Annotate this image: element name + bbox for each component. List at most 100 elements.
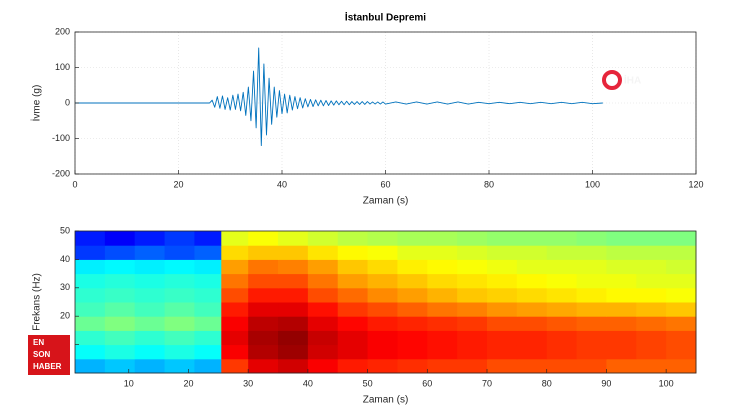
x-tick-label: 80: [484, 179, 494, 189]
agency-logo: İHA: [602, 70, 641, 90]
spectrogram-cell: [457, 358, 488, 374]
spectrogram-cell: [367, 287, 398, 303]
spectrogram-cell: [104, 344, 136, 360]
spectrogram-cell: [248, 287, 279, 303]
spectrogram-cell: [636, 287, 667, 303]
spectrogram-cell: [666, 316, 697, 331]
spectrogram-cell: [104, 273, 136, 289]
spectrogram-cell: [427, 344, 458, 360]
spectrogram-cell: [104, 358, 136, 374]
spectrogram-cell: [307, 358, 339, 374]
spectrogram-cell: [457, 245, 488, 260]
spectrogram-cell: [134, 358, 166, 374]
spectrogram-cell: [248, 231, 279, 246]
spectrogram-cell: [221, 273, 249, 289]
spectrogram-cell: [457, 273, 488, 289]
axes-frame: [74, 31, 697, 175]
spectrogram-cell: [194, 245, 222, 260]
spectrogram-cell: [337, 302, 369, 317]
spectrogram-cell: [164, 330, 195, 346]
spectrogram-cell: [278, 287, 309, 303]
spectrogram-cell: [546, 231, 578, 246]
spectrogram-cell: [194, 231, 222, 246]
spectrogram-cell: [337, 344, 369, 360]
spectrogram-cell: [427, 259, 458, 275]
y-axis-label: İvme (g): [30, 85, 43, 122]
spectrogram-cell: [221, 344, 249, 360]
spectrogram-cell: [307, 231, 339, 246]
charts: İstanbul Depremi 0 20 40 60 80 100 120 -200 -100 0…: [30, 11, 704, 406]
spectrogram-cell: [307, 316, 339, 331]
y-tick-label: 200: [55, 26, 70, 36]
x-tick-label: 120: [688, 179, 703, 189]
spectrogram-cell: [134, 344, 166, 360]
spectrogram-cell: [278, 330, 309, 346]
spectrogram-cell: [397, 302, 428, 317]
x-tick-label: 80: [542, 378, 552, 388]
spectrogram-cell: [164, 273, 195, 289]
spectrogram-cell: [248, 316, 279, 331]
spectrogram-cell: [487, 358, 518, 374]
spectrogram-cell: [666, 344, 697, 360]
spectrogram-cell: [134, 316, 166, 331]
spectrogram-cell: [516, 358, 548, 374]
x-tick-label: 10: [124, 378, 134, 388]
spectrogram-cell: [221, 358, 249, 374]
spectrogram-cell: [576, 259, 607, 275]
x-tick-label: 70: [482, 378, 492, 388]
spectrogram-cell: [516, 344, 548, 360]
spectrogram-cell: [427, 273, 458, 289]
spectrogram-cell: [221, 245, 249, 260]
spectrogram-cell: [576, 231, 607, 246]
spectrogram-cell: [636, 302, 667, 317]
spectrogram-cell: [307, 259, 339, 275]
spectrogram-cell: [248, 259, 279, 275]
spectrogram-cell: [606, 302, 637, 317]
spectrogram-cell: [516, 259, 548, 275]
spectrogram-cell: [194, 358, 222, 374]
spectrogram-cell: [164, 316, 195, 331]
badge-box: [28, 335, 70, 375]
badge-line: SON: [33, 350, 51, 359]
spectrogram-cell: [487, 273, 518, 289]
y-tick-label: 0: [65, 97, 70, 107]
spectrogram-cell: [248, 358, 279, 374]
spectrogram-cell: [546, 330, 578, 346]
spectrogram-cell: [221, 259, 249, 275]
spectrogram-cell: [104, 302, 136, 317]
spectrogram-cell: [516, 287, 548, 303]
spectrogram-cell: [516, 231, 548, 246]
spectrogram-cell: [606, 344, 637, 360]
spectrogram-cell: [307, 302, 339, 317]
spectrogram-cell: [546, 302, 578, 317]
spectrogram-cell: [397, 344, 428, 360]
spectrogram-cell: [487, 302, 518, 317]
spectrogram-cell: [278, 245, 309, 260]
spectrogram-cell: [75, 245, 106, 260]
badge-line: HABER: [33, 362, 62, 371]
spectrogram-cell: [164, 287, 195, 303]
spectrogram-cell: [194, 330, 222, 346]
x-tick-label: 40: [303, 378, 313, 388]
spectrogram-cell: [278, 358, 309, 374]
spectrogram-cell: [164, 245, 195, 260]
spectrogram-cell: [104, 287, 136, 303]
spectrogram-cell: [134, 259, 166, 275]
spectrogram-cell: [75, 316, 106, 331]
spectrogram-cell: [337, 358, 369, 374]
spectrogram-cell: [75, 273, 106, 289]
x-tick-label: 60: [380, 179, 390, 189]
spectrogram-cell: [194, 302, 222, 317]
spectrogram-cell: [576, 344, 607, 360]
spectrogram-cell: [636, 259, 667, 275]
x-axis-label: Zaman (s): [363, 196, 409, 207]
spectrogram-cell: [278, 231, 309, 246]
spectrogram-cell: [367, 358, 398, 374]
chart-title: İstanbul Depremi: [345, 11, 426, 24]
spectrogram-cell: [636, 358, 667, 374]
logo-text: İHA: [624, 74, 641, 87]
spectrogram-cell: [164, 302, 195, 317]
spectrogram-cell: [516, 330, 548, 346]
spectrogram-cell: [487, 231, 518, 246]
y-tick-label: 20: [60, 311, 70, 321]
